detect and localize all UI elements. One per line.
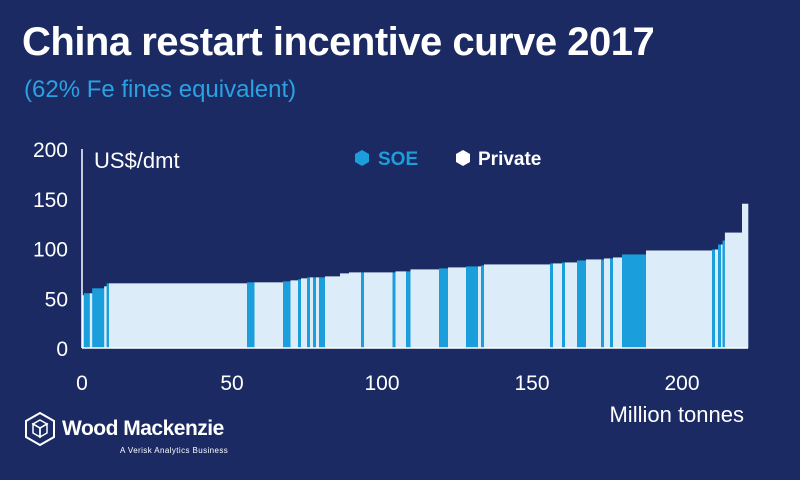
bar-private-50 <box>724 232 743 348</box>
bar-soe-31 <box>481 265 485 348</box>
bars-layer <box>82 203 749 349</box>
bar-private-48 <box>721 244 723 348</box>
hexagon-cube-icon <box>25 412 55 446</box>
bar-soe-3 <box>92 288 105 348</box>
bar-soe-13 <box>307 277 311 348</box>
y-tick-label: 200 <box>33 139 68 162</box>
bar-private-16 <box>316 277 320 348</box>
x-tick-label: 150 <box>514 372 549 395</box>
bar-private-30 <box>478 266 482 348</box>
y-tick-labels: 0 50 100 150 200 <box>33 139 68 361</box>
bar-private-38 <box>586 259 602 348</box>
x-tick-label: 200 <box>664 372 699 395</box>
bar-private-8 <box>254 282 284 348</box>
bar-private-4 <box>104 286 107 348</box>
bar-soe-41 <box>610 258 614 348</box>
x-tick-label: 100 <box>364 372 399 395</box>
bar-soe-47 <box>718 244 722 348</box>
bar-soe-9 <box>283 281 291 348</box>
bar-private-42 <box>613 257 623 348</box>
bar-private-32 <box>484 264 551 348</box>
bar-private-20 <box>349 272 362 348</box>
bar-private-19 <box>340 273 350 349</box>
bar-soe-49 <box>722 240 726 348</box>
bar-private-12 <box>301 278 308 348</box>
legend-soe-label: SOE <box>378 149 418 170</box>
x-tick-labels: 0 50 100 150 200 <box>76 372 699 395</box>
bar-soe-25 <box>406 271 411 348</box>
bar-soe-15 <box>313 277 317 348</box>
axis-layer <box>81 149 748 349</box>
brand-name: Wood Mackenzie <box>62 417 224 440</box>
bar-soe-39 <box>601 259 605 348</box>
bar-private-6 <box>109 283 248 348</box>
legend-private-hexagon-icon <box>456 150 470 166</box>
bar-private-44 <box>646 250 713 348</box>
bar-soe-33 <box>550 263 554 348</box>
bar-soe-21 <box>361 272 365 348</box>
brand-tagline: A Verisk Analytics Business <box>120 446 229 455</box>
bar-private-14 <box>310 277 314 348</box>
bar-soe-1 <box>83 293 91 348</box>
y-tick-label: 0 <box>56 338 68 361</box>
bar-soe-5 <box>106 283 110 348</box>
chart-title: China restart incentive curve 2017 <box>22 20 655 64</box>
bar-private-2 <box>89 293 93 348</box>
bar-private-0 <box>82 295 85 348</box>
bar-soe-45 <box>712 249 716 348</box>
x-axis-label: Million tonnes <box>609 402 744 427</box>
legend-private-label: Private <box>478 149 541 170</box>
bar-private-22 <box>364 272 393 348</box>
bar-private-26 <box>410 269 440 348</box>
bar-soe-35 <box>562 262 566 348</box>
y-tick-label: 100 <box>33 239 68 262</box>
y-tick-label: 150 <box>33 189 68 212</box>
wood-mackenzie-logo: Wood Mackenzie <box>24 412 224 446</box>
legend: SOE Private <box>355 149 541 170</box>
bar-soe-11 <box>298 279 302 348</box>
bar-private-18 <box>325 276 341 348</box>
bar-private-28 <box>448 267 467 348</box>
y-tick-label: 50 <box>45 288 68 311</box>
bar-soe-17 <box>319 277 326 348</box>
bar-soe-7 <box>247 282 255 348</box>
bar-soe-27 <box>439 268 449 348</box>
legend-soe-hexagon-icon <box>355 150 369 166</box>
bar-private-46 <box>715 249 719 348</box>
bar-soe-43 <box>622 254 647 348</box>
bar-soe-23 <box>392 272 396 348</box>
bar-private-10 <box>290 280 299 348</box>
x-tick-label: 0 <box>76 372 88 395</box>
bar-private-34 <box>553 263 563 348</box>
bar-soe-29 <box>466 266 479 348</box>
y-axis-label: US$/dmt <box>94 148 180 173</box>
chart-subtitle: (62% Fe fines equivalent) <box>24 76 297 103</box>
bar-private-51 <box>742 203 749 348</box>
bar-private-24 <box>395 271 407 348</box>
bar-private-36 <box>565 262 578 348</box>
x-tick-label: 50 <box>220 372 243 395</box>
bar-private-40 <box>604 258 611 348</box>
bar-soe-37 <box>577 260 587 348</box>
